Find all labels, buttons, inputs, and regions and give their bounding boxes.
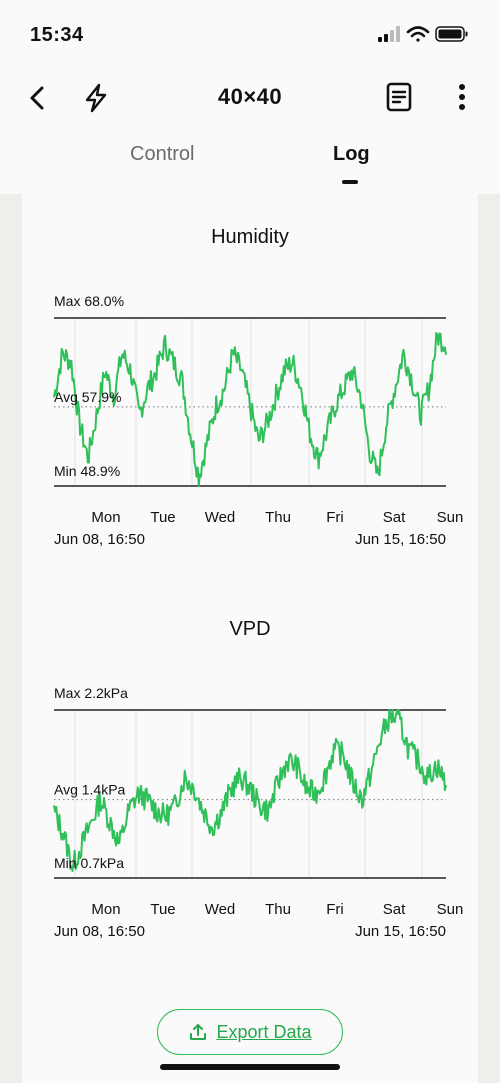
status-time: 15:34 (30, 24, 84, 46)
chevron-left-icon (30, 86, 44, 110)
humidity-end-date: Jun 15, 16:50 (355, 531, 446, 548)
wifi-icon (406, 26, 430, 42)
upload-icon (190, 1024, 207, 1040)
humidity-day-label: Tue (150, 509, 175, 526)
back-button[interactable] (24, 84, 52, 112)
home-indicator (160, 1064, 340, 1070)
more-vertical-icon (459, 84, 465, 110)
vpd-day-label: Mon (91, 901, 120, 918)
status-icons (378, 26, 468, 42)
vpd-avg-label: Avg 1.4kPa (54, 782, 126, 798)
humidity-chart-title: Humidity (211, 226, 289, 248)
humidity-day-label: Sat (383, 509, 406, 526)
vpd-day-label: Sat (383, 901, 406, 918)
humidity-series-line (53, 332, 447, 487)
lightning-icon (85, 83, 107, 113)
battery-icon (435, 26, 468, 42)
vpd-chart-title: VPD (229, 618, 271, 640)
tab-control[interactable]: Control (130, 143, 195, 165)
tab-log[interactable]: Log (333, 143, 370, 165)
humidity-day-label: Sun (437, 509, 464, 526)
humidity-day-label: Mon (91, 509, 120, 526)
humidity-min-label: Min 48.9% (54, 463, 120, 479)
vpd-start-date: Jun 08, 16:50 (54, 923, 145, 940)
humidity-chart: Max 68.0% Avg 57.9% Min 48.9% Mon Tue Wed Thu F… (53, 293, 464, 548)
vpd-day-label: Wed (205, 901, 236, 918)
humidity-day-label: Thu (265, 509, 291, 526)
export-data-label: Export Data (216, 1021, 312, 1042)
status-bar: 15:34 (0, 0, 500, 70)
app-header: 40×40 Control Log (0, 70, 500, 194)
document-icon (386, 82, 412, 112)
cellular-signal-icon (378, 26, 400, 42)
more-menu-button[interactable] (450, 81, 474, 113)
vpd-series-line (53, 709, 447, 872)
humidity-day-label: Wed (205, 509, 236, 526)
humidity-day-label: Fri (326, 509, 344, 526)
vpd-min-label: Min 0.7kPa (54, 855, 124, 871)
vpd-chart: Max 2.2kPa Avg 1.4kPa Min 0.7kPa Mon Tue Wed T… (53, 685, 464, 940)
vpd-max-label: Max 2.2kPa (54, 685, 128, 701)
device-title: 40×40 (217, 84, 283, 109)
humidity-max-label: Max 68.0% (54, 293, 124, 309)
vpd-day-label: Sun (437, 901, 464, 918)
vpd-end-date: Jun 15, 16:50 (355, 923, 446, 940)
humidity-avg-label: Avg 57.9% (54, 389, 121, 405)
notes-button[interactable] (385, 81, 413, 113)
vpd-day-label: Thu (265, 901, 291, 918)
log-content: Humidity Max 68.0% Avg 57.9% Min 48.9% Mon T… (22, 194, 478, 1083)
active-tab-indicator (342, 180, 358, 184)
humidity-start-date: Jun 08, 16:50 (54, 531, 145, 548)
export-data-button[interactable]: Export Data (157, 1009, 343, 1055)
flash-button[interactable] (80, 82, 112, 114)
vpd-day-label: Fri (326, 901, 344, 918)
vpd-day-label: Tue (150, 901, 175, 918)
